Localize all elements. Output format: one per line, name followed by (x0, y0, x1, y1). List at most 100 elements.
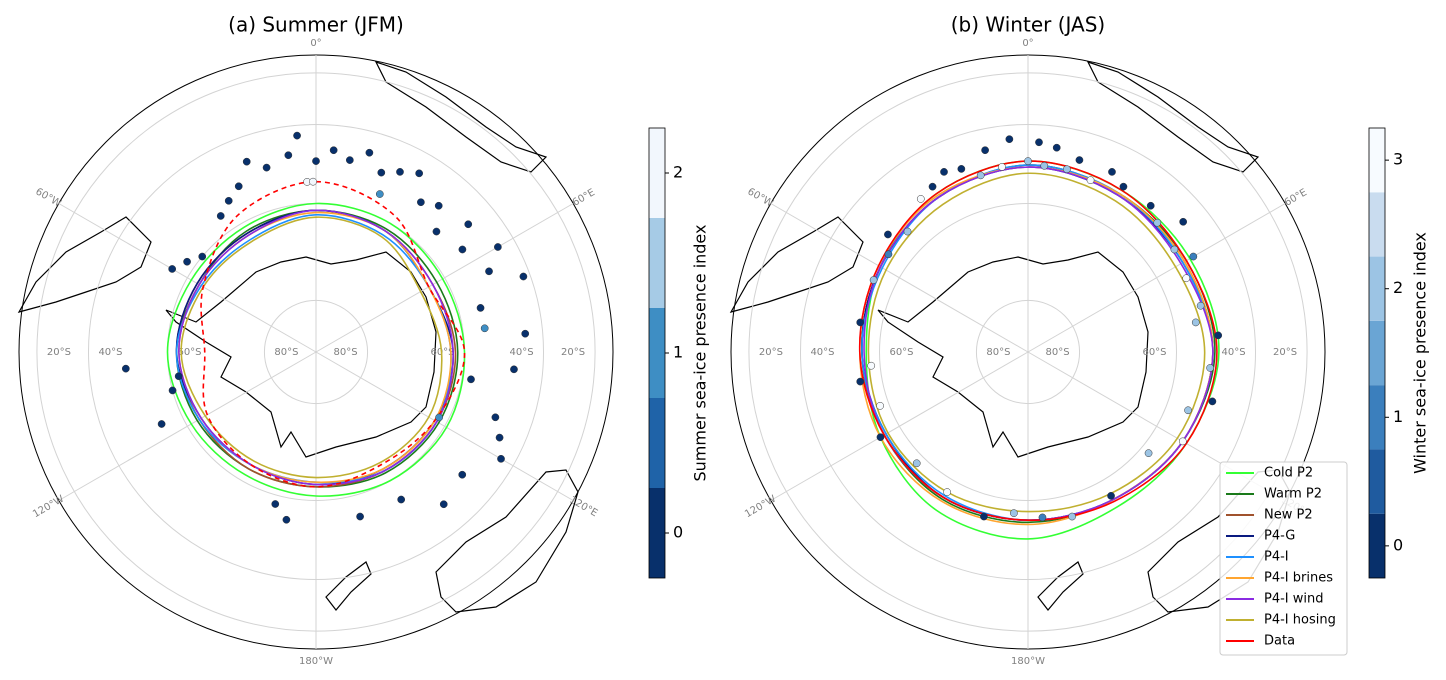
proxy-site (480, 324, 489, 333)
proxy-site (916, 195, 925, 203)
ice-edge-line (858, 160, 1218, 522)
colorbar-segment (1369, 192, 1385, 257)
lon-label: 120°E (567, 495, 599, 520)
proxy-site (312, 157, 320, 165)
proxy-site (234, 182, 243, 191)
lon-label: 60°W (33, 186, 63, 209)
lat-label: 80°S (1046, 347, 1070, 358)
lat-label: 20°S (759, 347, 783, 358)
proxy-site (1178, 437, 1187, 446)
proxy-site (1146, 201, 1155, 210)
lon-grid-line (770, 203, 1029, 353)
proxy-site (309, 177, 317, 186)
proxy-site (417, 198, 425, 207)
proxy-site (491, 413, 500, 422)
proxy-site (377, 168, 386, 177)
proxy-site (1035, 138, 1043, 147)
proxy-site (365, 148, 374, 157)
proxy-site (464, 220, 473, 229)
colorbar-tick-label: 1 (1393, 407, 1403, 426)
legend-label: Cold P2 (1264, 466, 1313, 481)
lat-label: 60°S (430, 347, 454, 358)
colorbar-segment (1369, 128, 1385, 193)
proxy-site (1191, 318, 1200, 327)
proxy-site (1005, 135, 1014, 144)
proxy-site (415, 169, 424, 178)
lat-label: 80°S (986, 347, 1010, 358)
proxy-site (1052, 143, 1061, 152)
proxy-site (282, 515, 291, 524)
proxy-site (293, 131, 301, 140)
colorbar-tick-label: 0 (673, 523, 683, 542)
proxy-site (1119, 182, 1128, 191)
proxy-site (183, 257, 191, 266)
proxy-site (494, 243, 502, 251)
legend-label: Data (1264, 634, 1295, 649)
proxy-site (856, 318, 865, 327)
panel-title: (a) Summer (JFM) (228, 13, 404, 37)
ice-edge-line (178, 209, 454, 486)
lon-label: 120°W (31, 494, 66, 521)
proxy-site (876, 433, 885, 442)
lon-label: 0° (1022, 38, 1033, 49)
proxy-site (397, 495, 406, 504)
proxy-site (1107, 491, 1115, 500)
proxy-site (1144, 449, 1153, 458)
proxy-site (458, 470, 467, 479)
proxy-site (1196, 301, 1205, 310)
lon-grid-line (315, 351, 574, 501)
proxy-site (867, 361, 876, 370)
lon-label: 180°W (299, 656, 333, 667)
colorbar-label: Winter sea-ice presence index (1411, 232, 1430, 474)
proxy-site (1170, 245, 1179, 254)
lon-label: 180°W (1011, 656, 1045, 667)
proxy-site (856, 377, 865, 386)
lat-label: 40°S (509, 347, 533, 358)
proxy-site (519, 272, 528, 281)
proxy-site (476, 304, 485, 312)
legend-label: P4-I (1264, 550, 1289, 565)
proxy-site (1214, 331, 1223, 340)
proxy-site (271, 500, 280, 508)
colorbar-segment (649, 128, 665, 218)
colorbar-segment (1369, 320, 1385, 386)
proxy-site (375, 190, 384, 198)
colorbar-frame (1368, 127, 1386, 579)
proxy-site (242, 157, 251, 166)
colorbar-segment (1369, 513, 1385, 578)
lat-label: 40°S (1221, 347, 1245, 358)
proxy-site (928, 182, 937, 191)
colorbar-tick-label: 2 (673, 163, 683, 182)
proxy-site (980, 512, 988, 521)
proxy-site (943, 488, 951, 496)
proxy-site (396, 168, 404, 176)
proxy-site (224, 196, 233, 205)
colorbar-segment (1369, 385, 1385, 450)
proxy-site (345, 156, 354, 164)
lat-label: 60°S (889, 347, 913, 358)
proxy-site (957, 165, 966, 173)
proxy-site (876, 401, 884, 410)
colorbar-label: Summer sea-ice presence index (691, 225, 710, 482)
colorbar-tick-label: 0 (1393, 535, 1403, 554)
colorbar-segment (649, 218, 665, 308)
legend-label: P4-G (1264, 529, 1295, 544)
colorbar-segment (649, 488, 665, 578)
colorbar-segment (649, 308, 665, 398)
lon-label: 0° (310, 38, 321, 49)
proxy-site (912, 459, 921, 468)
colorbar-tick-label: 3 (1393, 150, 1403, 169)
proxy-site (1040, 161, 1049, 170)
lon-label: 60°E (571, 187, 597, 209)
proxy-site (998, 163, 1006, 171)
legend-label: Warm P2 (1264, 487, 1322, 502)
lon-grid-line (315, 203, 574, 353)
proxy-site (168, 386, 177, 395)
proxy-site (262, 163, 271, 172)
proxy-site (981, 146, 989, 155)
colorbar-segment (649, 398, 665, 488)
lat-label: 80°S (334, 347, 358, 358)
proxy-site (284, 151, 293, 160)
proxy-site (1184, 406, 1192, 415)
